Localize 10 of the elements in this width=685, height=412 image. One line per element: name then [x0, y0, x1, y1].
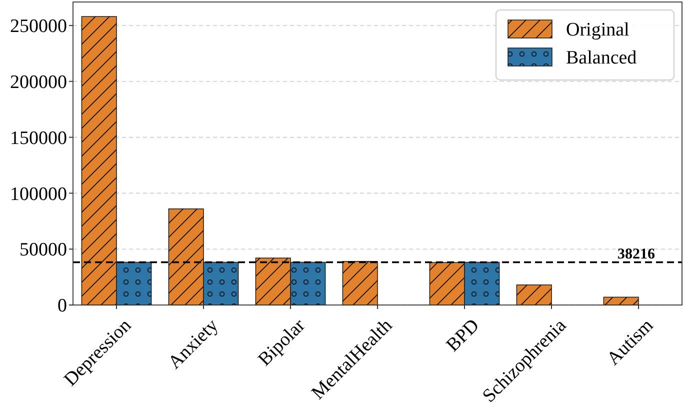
y-tick-label: 200000 — [10, 72, 67, 94]
legend-label: Balanced — [566, 48, 638, 69]
legend-label: Original — [566, 20, 630, 41]
y-tick-label: 50000 — [20, 240, 67, 261]
x-tick-label: BPD — [442, 315, 484, 356]
y-tick-label: 100000 — [10, 184, 67, 205]
ref-line-label: 38216 — [618, 246, 656, 262]
y-tick-label: 0 — [58, 296, 67, 317]
y-tick-label: 250000 — [10, 16, 67, 38]
y-tick-label: 150000 — [10, 128, 67, 149]
